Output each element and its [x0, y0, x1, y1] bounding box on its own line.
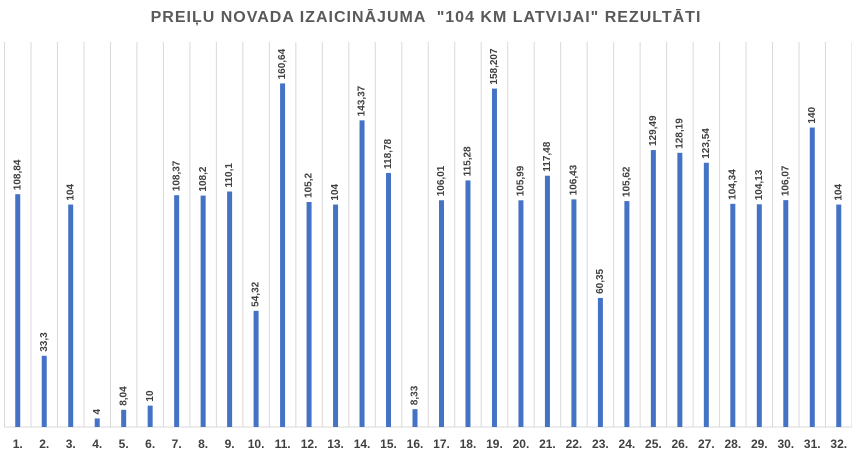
x-tick-label: 2.: [39, 437, 49, 451]
bar: [359, 120, 365, 427]
data-label: 129,49: [648, 115, 659, 146]
bar: [41, 355, 47, 427]
bar: [174, 195, 180, 427]
chart-title: PREIĻU NOVADA IZAICINĀJUMA "104 KM LATVI…: [151, 7, 702, 26]
bar: [624, 201, 630, 427]
bar: [809, 127, 815, 428]
bar: [200, 195, 206, 427]
data-label: 106,01: [436, 165, 447, 196]
bar: [121, 409, 127, 427]
data-label: 106,07: [780, 165, 791, 196]
data-label: 118,78: [383, 138, 394, 168]
bar: [280, 83, 286, 428]
data-label: 104,34: [727, 169, 738, 200]
data-label: 104,13: [754, 169, 765, 200]
data-label: 105,62: [622, 166, 633, 197]
x-tick-label: 16.: [407, 437, 424, 451]
data-label: 123,54: [701, 128, 712, 159]
bar: [386, 172, 392, 427]
data-label: 104: [65, 183, 76, 200]
x-tick-label: 31.: [804, 437, 821, 451]
bar: [227, 191, 233, 427]
bar: [597, 297, 603, 427]
bar: [333, 204, 339, 427]
data-label: 105,99: [516, 165, 527, 196]
x-tick-label: 23.: [592, 437, 609, 451]
data-label: 60,35: [595, 268, 606, 293]
x-tick-label: 15.: [380, 437, 397, 451]
x-tick-label: 1.: [13, 437, 23, 451]
x-tick-label: 11.: [275, 437, 291, 451]
x-tick-label: 14.: [354, 437, 371, 451]
x-tick-label: 27.: [698, 437, 715, 451]
data-label: 143,37: [357, 85, 368, 116]
bar: [544, 175, 550, 427]
data-label: 115,28: [463, 146, 474, 176]
x-tick-label: 5.: [119, 437, 129, 451]
bar: [730, 203, 736, 427]
x-tick-label: 4.: [92, 437, 102, 451]
bar: [94, 418, 100, 427]
x-tick-label: 10.: [248, 437, 265, 451]
data-label: 8,33: [410, 385, 421, 405]
bar: [491, 88, 497, 428]
data-label: 104: [330, 183, 341, 200]
data-label: 105,2: [304, 173, 315, 198]
x-tick-label: 12.: [301, 437, 318, 451]
x-tick-label: 21.: [539, 437, 556, 451]
data-label: 140: [807, 106, 818, 123]
data-label: 108,37: [171, 160, 182, 191]
data-label: 10: [145, 390, 156, 402]
bar: [650, 150, 656, 427]
x-tick-label: 8.: [198, 437, 208, 451]
x-tick-label: 6.: [145, 437, 155, 451]
data-label: 158,207: [489, 48, 500, 85]
data-label: 8,04: [118, 386, 129, 406]
bar: [15, 194, 21, 427]
bar: [438, 200, 444, 427]
x-tick-label: 7.: [172, 437, 182, 451]
x-tick-label: 18.: [460, 437, 477, 451]
bar: [306, 201, 312, 427]
bar: [756, 204, 762, 427]
bar: [518, 200, 524, 427]
x-tick-label: 13.: [327, 437, 344, 451]
data-label: 128,19: [674, 118, 685, 149]
bar: [147, 405, 153, 427]
bar: [703, 162, 709, 428]
bar: [68, 204, 74, 427]
x-tick-label: 30.: [777, 437, 794, 451]
x-tick-label: 17.: [433, 437, 450, 451]
data-label: 33,3: [39, 332, 50, 352]
x-tick-label: 28.: [724, 437, 741, 451]
bar: [571, 199, 577, 427]
data-label: 117,48: [542, 141, 553, 171]
x-tick-label: 29.: [751, 437, 768, 451]
bar: [783, 200, 789, 427]
x-tick-label: 3.: [66, 437, 76, 451]
bar: [253, 310, 259, 427]
x-tick-label: 22.: [566, 437, 583, 451]
x-tick-label: 9.: [225, 437, 235, 451]
x-tick-label: 20.: [513, 437, 530, 451]
data-label: 108,84: [12, 159, 23, 190]
x-tick-label: 32.: [830, 437, 847, 451]
data-label: 4: [92, 408, 103, 414]
x-tick-label: 25.: [645, 437, 662, 451]
data-label: 106,43: [569, 164, 580, 195]
data-label: 54,32: [251, 281, 262, 306]
x-tick-label: 24.: [619, 437, 636, 451]
bar: [836, 204, 842, 427]
bar: [412, 409, 418, 427]
data-label: 108,2: [198, 166, 209, 191]
bar: [677, 152, 683, 427]
x-tick-label: 19.: [486, 437, 503, 451]
data-label: 160,64: [277, 48, 288, 79]
x-tick-label: 26.: [672, 437, 689, 451]
data-label: 104: [833, 183, 844, 200]
bar: [465, 180, 471, 427]
data-label: 110,1: [224, 163, 235, 188]
